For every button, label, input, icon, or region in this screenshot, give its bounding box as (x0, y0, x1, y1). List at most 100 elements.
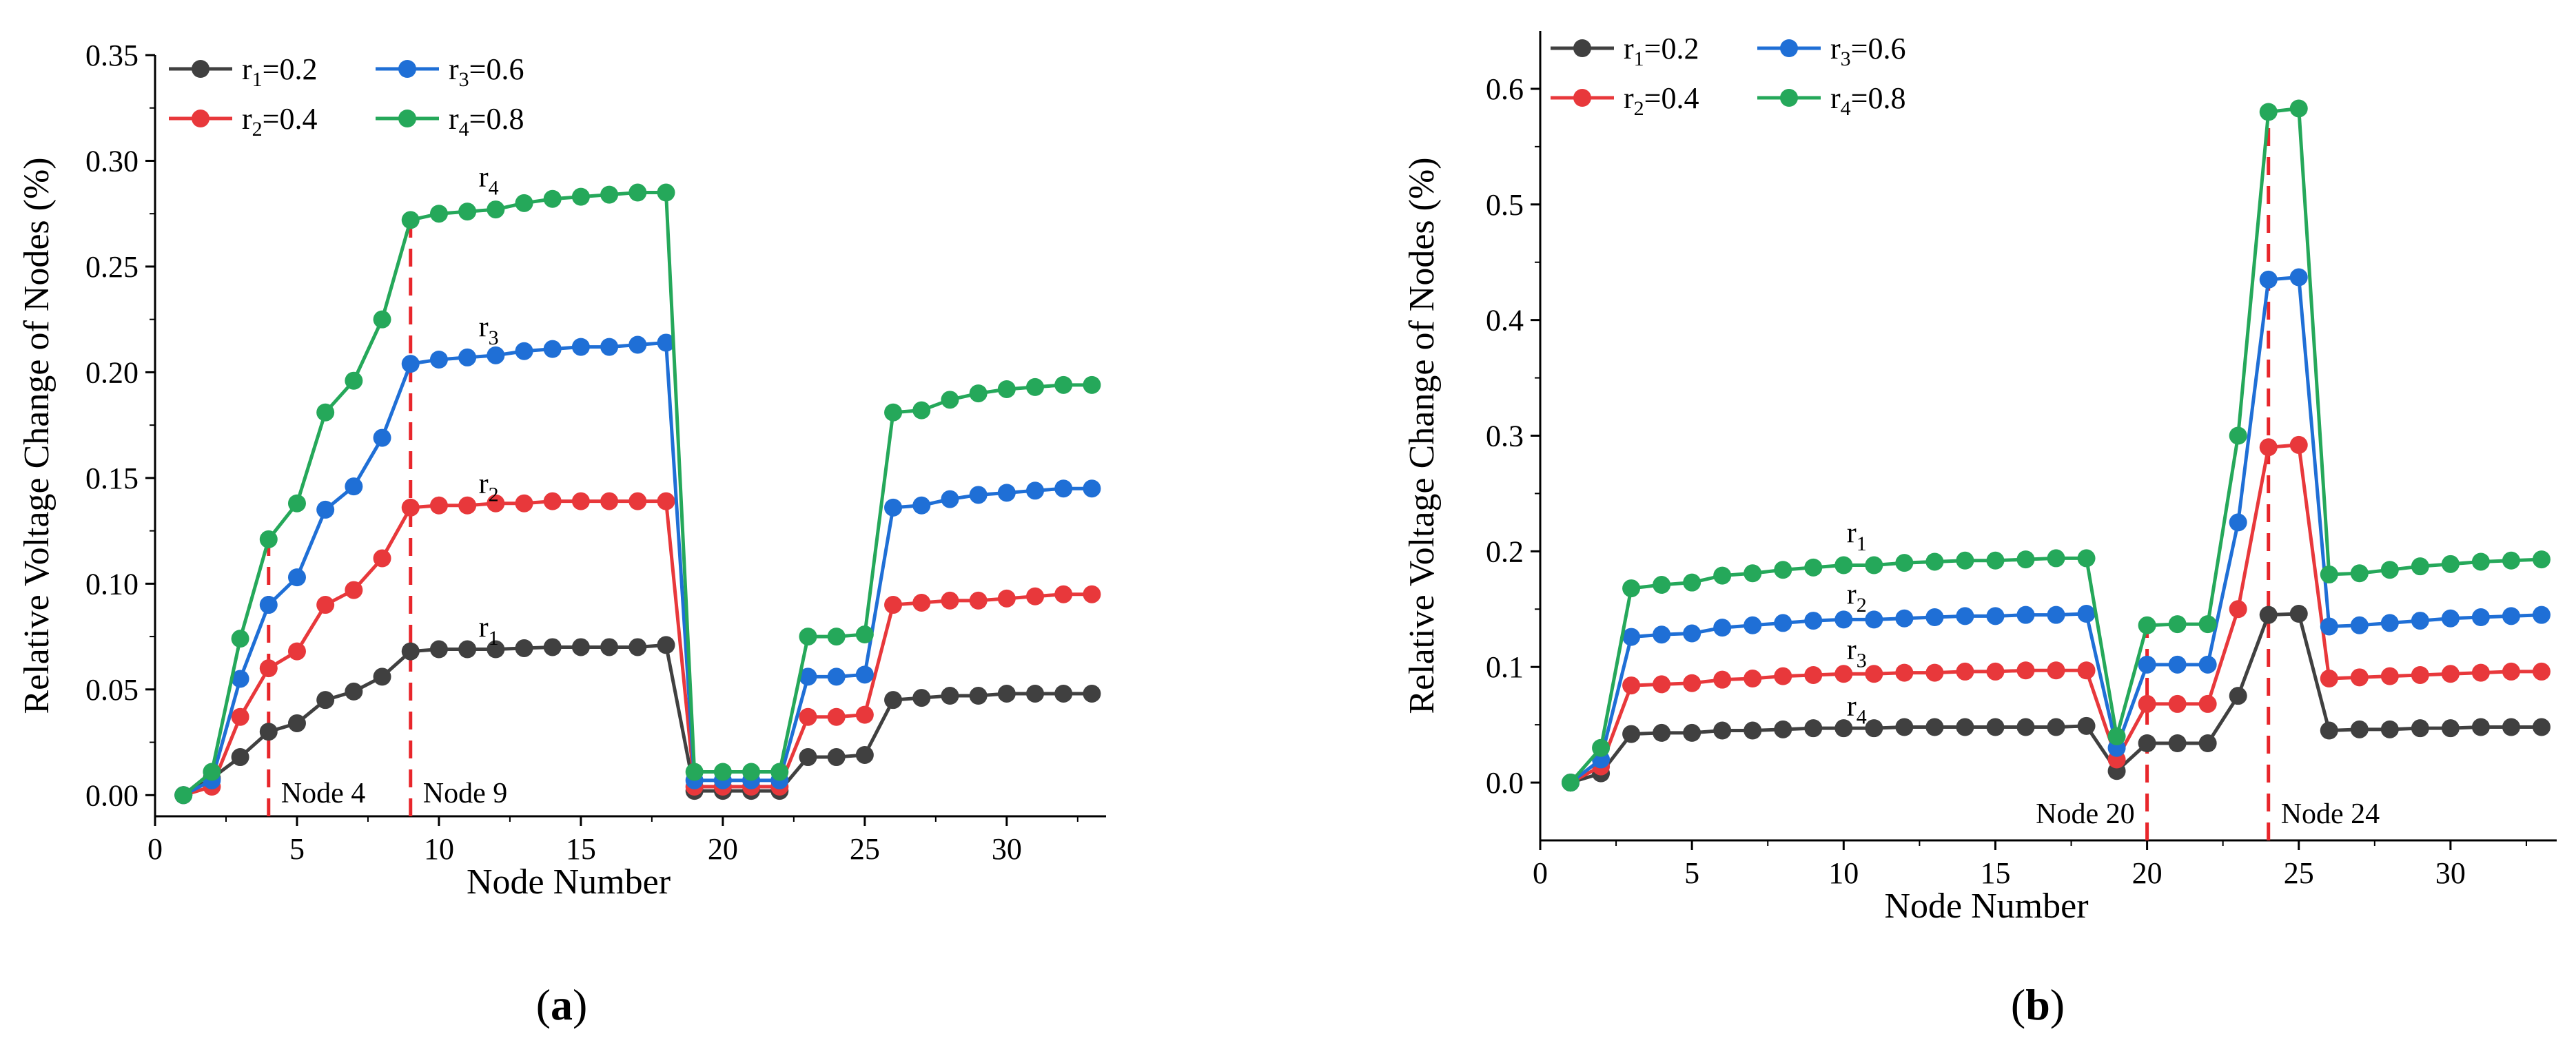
data-point-r1=0.2 (827, 748, 846, 767)
data-point-r4=0.8 (1986, 551, 2005, 570)
series-annotation: r2 (1847, 579, 1867, 617)
data-point-r4=0.8 (912, 401, 931, 420)
data-point-r3=0.6 (543, 340, 562, 358)
data-point-r3=0.6 (2380, 614, 2399, 632)
legend-entry: r1=0.2 (1551, 32, 1699, 70)
data-point-r2=0.4 (827, 707, 846, 726)
data-point-r2=0.4 (2016, 661, 2035, 680)
data-point-r4=0.8 (1026, 377, 1045, 396)
data-point-r3=0.6 (884, 498, 903, 517)
data-point-r2=0.4 (2198, 694, 2217, 713)
data-point-r2=0.4 (2077, 661, 2096, 680)
data-point-r2=0.4 (1083, 585, 1101, 603)
data-point-r2=0.4 (2259, 438, 2278, 457)
data-point-r1=0.2 (2198, 734, 2217, 752)
x-tick-label: 25 (2284, 856, 2314, 890)
data-point-r1=0.2 (2350, 720, 2369, 738)
data-point-r4=0.8 (174, 786, 193, 805)
legend-marker (1573, 89, 1591, 107)
data-point-r4=0.8 (2047, 549, 2065, 568)
data-point-r4=0.8 (827, 628, 846, 646)
data-point-r2=0.4 (2289, 435, 2308, 454)
data-point-r2=0.4 (345, 581, 363, 599)
data-point-r3=0.6 (2229, 513, 2247, 532)
data-point-r1=0.2 (231, 748, 249, 767)
x-tick-label: 10 (424, 832, 454, 866)
data-point-r3=0.6 (571, 338, 590, 356)
data-point-r4=0.8 (1895, 554, 1914, 572)
data-point-r1=0.2 (401, 642, 420, 661)
data-point-r1=0.2 (799, 748, 817, 767)
data-point-r2=0.4 (1744, 670, 1762, 687)
legend-label: r1=0.2 (1624, 32, 1699, 70)
data-point-r4=0.8 (2502, 551, 2520, 570)
data-point-r1=0.2 (2259, 605, 2278, 624)
data-point-r1=0.2 (2471, 718, 2490, 736)
data-point-r2=0.4 (515, 494, 533, 513)
data-point-r2=0.4 (1653, 675, 1671, 694)
data-point-r3=0.6 (487, 346, 505, 364)
data-point-r4=0.8 (316, 403, 335, 422)
data-point-r1=0.2 (2441, 719, 2460, 738)
data-point-r1=0.2 (487, 640, 505, 659)
data-point-r1=0.2 (912, 689, 931, 707)
data-point-r1=0.2 (316, 691, 335, 710)
data-point-r1=0.2 (657, 636, 675, 654)
data-point-r1=0.2 (2016, 718, 2035, 736)
y-tick-label: 0.25 (85, 250, 139, 284)
data-point-r1=0.2 (287, 714, 306, 732)
data-point-r1=0.2 (2047, 718, 2065, 736)
data-point-r2=0.4 (231, 707, 249, 726)
data-point-r2=0.4 (1956, 662, 1974, 681)
data-point-r1=0.2 (429, 640, 448, 659)
data-point-r2=0.4 (1774, 667, 1792, 685)
data-point-r4=0.8 (345, 371, 363, 390)
data-point-r4=0.8 (799, 628, 817, 646)
data-point-r2=0.4 (1865, 665, 1883, 683)
y-tick-label: 0.10 (85, 567, 139, 601)
chart-panel-1: 0 5 10 15 20 25 30 0.0 0.1 0.2 0.3 0.4 0.5 0.6 Node Nu… (1402, 31, 2557, 1029)
reference-line-label: Node 4 (281, 778, 365, 809)
series-line-r1=0.2 (182, 643, 1092, 797)
data-point-r2=0.4 (2441, 665, 2460, 683)
legend-label: r2=0.4 (242, 102, 317, 141)
x-tick-label: 0 (147, 832, 163, 866)
data-point-r2=0.4 (429, 496, 448, 515)
data-point-r4=0.8 (969, 384, 988, 403)
data-point-r4=0.8 (1925, 552, 1944, 571)
data-point-r4=0.8 (2532, 550, 2551, 569)
data-point-r2=0.4 (316, 596, 335, 614)
legend-entry: r3=0.6 (376, 52, 524, 91)
data-point-r1=0.2 (2077, 716, 2096, 735)
data-point-r4=0.8 (515, 194, 533, 212)
data-point-r3=0.6 (657, 333, 675, 352)
data-point-r3=0.6 (1683, 624, 1701, 643)
legend-label: r3=0.6 (1830, 32, 1905, 70)
data-point-r1=0.2 (458, 640, 477, 659)
data-point-r2=0.4 (969, 591, 988, 610)
data-point-r3=0.6 (515, 342, 533, 360)
y-tick-label: 0.3 (1486, 420, 1524, 453)
data-point-r1=0.2 (515, 639, 533, 657)
data-point-r4=0.8 (373, 310, 391, 329)
data-point-r1=0.2 (373, 667, 391, 686)
data-point-r4=0.8 (571, 187, 590, 206)
data-point-r2=0.4 (2138, 694, 2156, 713)
data-point-r2=0.4 (855, 705, 874, 724)
data-point-r4=0.8 (628, 183, 647, 202)
data-point-r4=0.8 (2138, 616, 2156, 634)
data-point-r1=0.2 (1925, 718, 1944, 736)
y-tick-label: 0.0 (1486, 766, 1524, 800)
series-annotation: r1 (479, 612, 499, 650)
data-point-r1=0.2 (2411, 719, 2429, 738)
data-point-r4=0.8 (287, 494, 306, 513)
data-point-r3=0.6 (1925, 608, 1944, 627)
data-point-r3=0.6 (2502, 607, 2520, 625)
legend-entry: r4=0.8 (1757, 81, 1905, 120)
y-tick-label: 0.05 (85, 673, 139, 707)
data-point-r2=0.4 (1054, 585, 1073, 603)
legend-label: r1=0.2 (242, 52, 317, 91)
data-point-r1=0.2 (2532, 718, 2551, 736)
data-point-r2=0.4 (1622, 676, 1641, 695)
data-point-r1=0.2 (2289, 605, 2308, 623)
